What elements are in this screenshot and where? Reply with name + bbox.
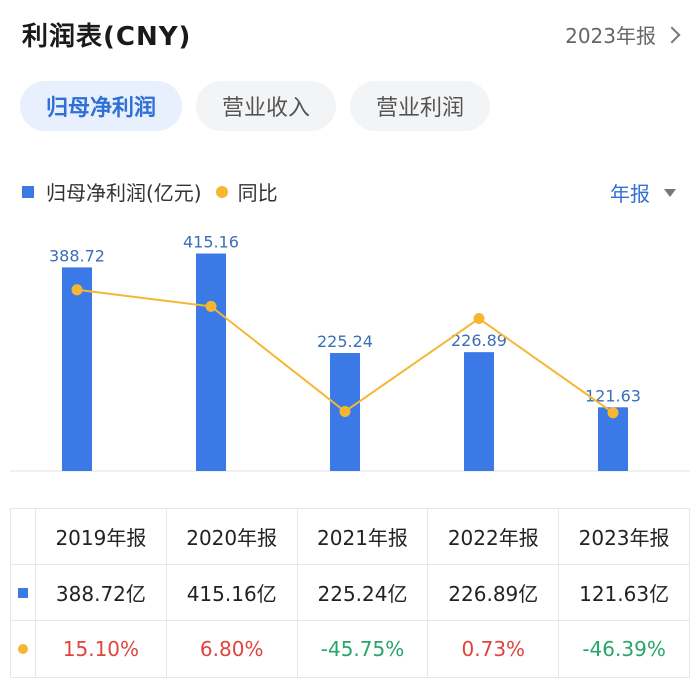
bar-data-label: 121.63 bbox=[585, 386, 641, 405]
bar-legend-icon bbox=[22, 185, 34, 198]
bar-data-label: 226.89 bbox=[451, 331, 507, 350]
line-legend-icon bbox=[215, 185, 228, 198]
bar-data-label: 388.72 bbox=[49, 246, 105, 265]
tab-net-profit[interactable]: 归母净利润 bbox=[20, 81, 183, 131]
table-cell: 15.10% bbox=[36, 621, 167, 677]
table-cell: 226.89亿 bbox=[428, 565, 560, 620]
data-table: 2019年报 2020年报 2021年报 2022年报 2023年报 388.7… bbox=[10, 508, 690, 678]
page-title: 利润表(CNY) bbox=[22, 22, 192, 52]
header: 利润表(CNY) 2023年报 bbox=[0, 0, 700, 64]
metric-tabs: 归母净利润 营业收入 营业利润 bbox=[20, 81, 491, 131]
table-cell: -46.39% bbox=[582, 637, 666, 661]
yoy-point bbox=[339, 406, 351, 417]
yoy-point bbox=[71, 284, 83, 296]
table-cell: 388.72亿 bbox=[36, 565, 167, 620]
bar bbox=[196, 253, 226, 471]
bar bbox=[62, 267, 92, 471]
bar-data-label: 415.16 bbox=[183, 233, 239, 252]
period-select[interactable]: 年报 bbox=[610, 178, 676, 207]
yoy-point bbox=[607, 407, 619, 419]
table-row-profit: 388.72亿 415.16亿 225.24亿 226.89亿 121.63亿 bbox=[11, 565, 689, 621]
chevron-right-icon bbox=[663, 26, 681, 43]
table-cell: -45.75% bbox=[298, 621, 429, 677]
table-header-cell: 2019年报 bbox=[36, 509, 167, 564]
period-select-value: 年报 bbox=[610, 182, 650, 206]
caret-down-icon bbox=[664, 188, 676, 197]
table-header-row: 2019年报 2020年报 2021年报 2022年报 2023年报 bbox=[11, 509, 689, 565]
yoy-point bbox=[473, 313, 485, 325]
table-cell: 6.80% bbox=[167, 621, 298, 677]
table-header-cell: 2020年报 bbox=[167, 509, 298, 564]
yoy-point bbox=[205, 300, 217, 312]
line-legend-label: 同比 bbox=[237, 181, 278, 205]
table-cell: 0.73% bbox=[428, 621, 560, 677]
table-header-cell: 2022年报 bbox=[428, 509, 560, 564]
table-cell: 225.24亿 bbox=[298, 565, 429, 620]
bar-legend-label: 归母净利润(亿元) bbox=[46, 181, 202, 205]
table-cell: 415.16亿 bbox=[167, 565, 298, 620]
chart-legend: 归母净利润(亿元) 同比 bbox=[22, 177, 278, 206]
table-row-yoy: 15.10% 6.80% -45.75% 0.73% -46.39% bbox=[11, 621, 689, 677]
table-header-cell: 2023年报 bbox=[578, 526, 670, 550]
bar bbox=[464, 352, 494, 471]
profit-row-icon bbox=[18, 587, 28, 598]
bar-data-label: 225.24 bbox=[317, 332, 373, 351]
tab-operating-profit[interactable]: 营业利润 bbox=[350, 81, 491, 131]
tab-revenue[interactable]: 营业收入 bbox=[196, 81, 337, 131]
report-period-link[interactable]: 2023年报 bbox=[565, 20, 681, 49]
profit-chart: 388.72 415.16 225.24 226.89 121.63 bbox=[10, 233, 690, 472]
table-header-cell: 2021年报 bbox=[298, 509, 429, 564]
yoy-row-icon bbox=[18, 644, 28, 654]
table-cell: 121.63亿 bbox=[579, 582, 670, 606]
report-period-label: 2023年报 bbox=[565, 24, 656, 48]
